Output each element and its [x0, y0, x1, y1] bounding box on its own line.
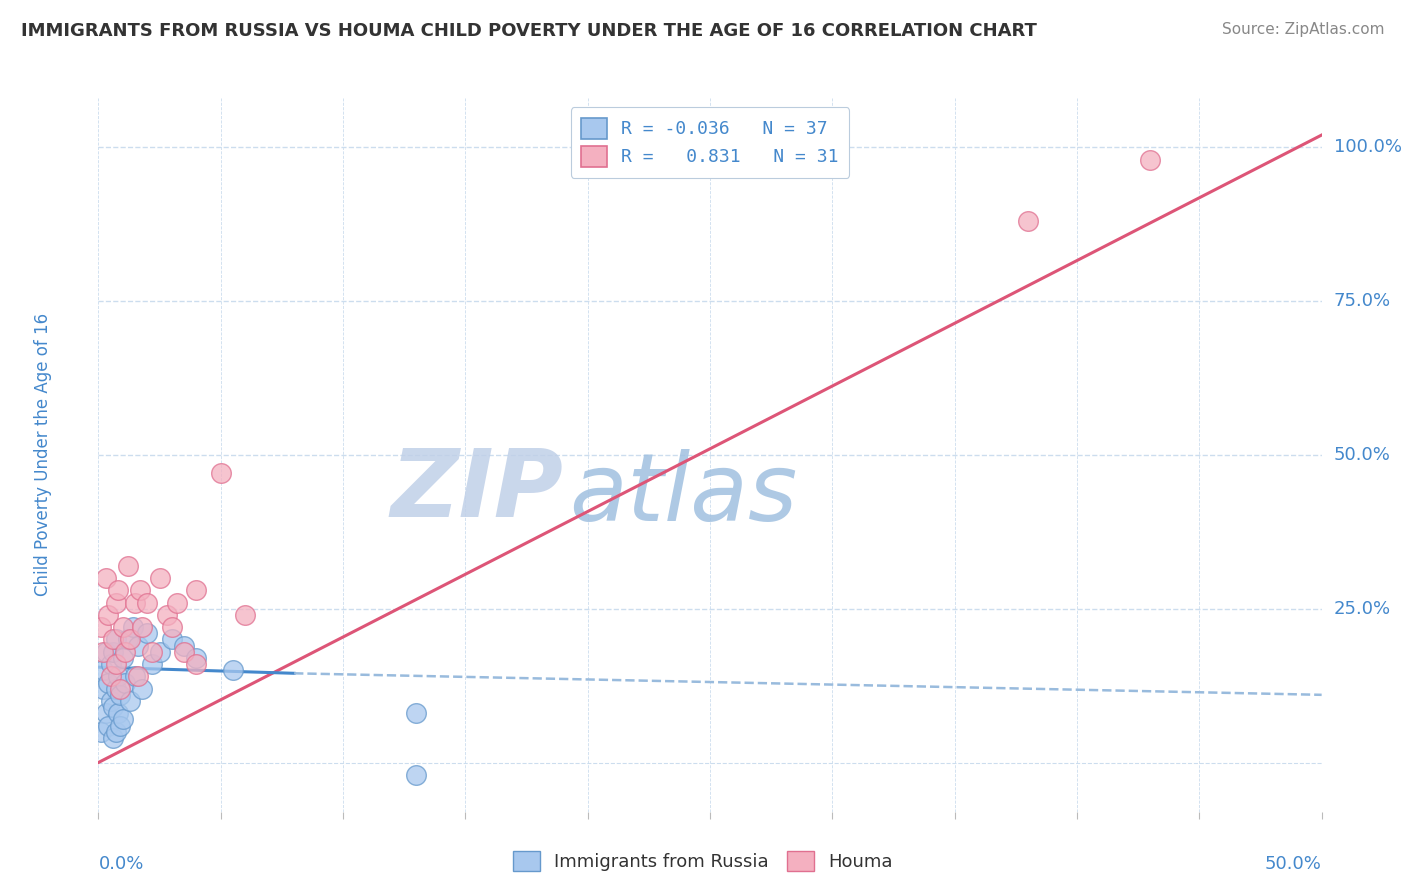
Text: ZIP: ZIP [391, 444, 564, 537]
Point [91, 645, 114, 659]
Point [114, 645, 136, 659]
Point [94, 645, 117, 659]
Point [120, 632, 142, 647]
Point [222, 663, 245, 677]
Point [111, 713, 134, 727]
Text: IMMIGRANTS FROM RUSSIA VS HOUMA CHILD POVERTY UNDER THE AGE OF 16 CORRELATION CH: IMMIGRANTS FROM RUSSIA VS HOUMA CHILD PO… [21, 22, 1038, 40]
Point [120, 694, 142, 708]
Point [117, 558, 139, 573]
Point [101, 632, 124, 647]
Point [405, 706, 427, 721]
Point [110, 681, 132, 696]
Point [186, 583, 208, 598]
Point [233, 607, 256, 622]
Point [127, 669, 149, 683]
Point [110, 688, 132, 702]
Point [186, 651, 208, 665]
Point [90, 724, 112, 739]
Text: atlas: atlas [569, 449, 797, 540]
Text: Source: ZipAtlas.com: Source: ZipAtlas.com [1222, 22, 1385, 37]
Point [107, 669, 129, 683]
Point [104, 632, 127, 647]
Point [117, 632, 139, 647]
Point [104, 681, 127, 696]
Point [97, 675, 120, 690]
Point [160, 632, 183, 647]
Point [124, 596, 146, 610]
Point [124, 669, 146, 683]
Text: 50.0%: 50.0% [1334, 446, 1391, 464]
Point [166, 596, 188, 610]
Point [141, 645, 163, 659]
Point [110, 718, 132, 732]
Point [149, 571, 172, 585]
Point [100, 694, 122, 708]
Point [127, 639, 149, 653]
Point [104, 657, 127, 671]
Point [91, 681, 114, 696]
Text: 75.0%: 75.0% [1334, 292, 1391, 310]
Point [107, 706, 129, 721]
Point [405, 768, 427, 782]
Point [173, 639, 195, 653]
Point [97, 607, 120, 622]
Point [111, 620, 134, 634]
Point [97, 718, 120, 732]
Point [149, 645, 172, 659]
Legend: R = -0.036   N = 37, R =   0.831   N = 31: R = -0.036 N = 37, R = 0.831 N = 31 [571, 107, 849, 178]
Point [173, 645, 195, 659]
Point [114, 675, 136, 690]
Point [101, 700, 124, 714]
Point [160, 620, 183, 634]
Point [121, 620, 143, 634]
Point [91, 663, 114, 677]
Text: 50.0%: 50.0% [1265, 855, 1322, 872]
Point [107, 583, 129, 598]
Point [101, 731, 124, 745]
Legend: Immigrants from Russia, Houma: Immigrants from Russia, Houma [506, 844, 900, 879]
Point [209, 467, 232, 481]
Point [131, 620, 153, 634]
Point [1139, 153, 1161, 167]
Text: 100.0%: 100.0% [1334, 138, 1402, 156]
Point [104, 724, 127, 739]
Point [186, 657, 208, 671]
Point [100, 669, 122, 683]
Point [131, 681, 153, 696]
Text: 25.0%: 25.0% [1334, 599, 1391, 618]
Point [101, 645, 124, 659]
Text: 0.0%: 0.0% [98, 855, 143, 872]
Point [136, 626, 159, 640]
Point [1017, 214, 1039, 228]
Point [156, 607, 179, 622]
Text: Child Poverty Under the Age of 16: Child Poverty Under the Age of 16 [34, 313, 52, 597]
Point [136, 596, 159, 610]
Point [94, 571, 117, 585]
Point [141, 657, 163, 671]
Point [129, 583, 152, 598]
Point [94, 706, 117, 721]
Point [100, 657, 122, 671]
Point [111, 651, 134, 665]
Point [104, 596, 127, 610]
Point [90, 620, 112, 634]
